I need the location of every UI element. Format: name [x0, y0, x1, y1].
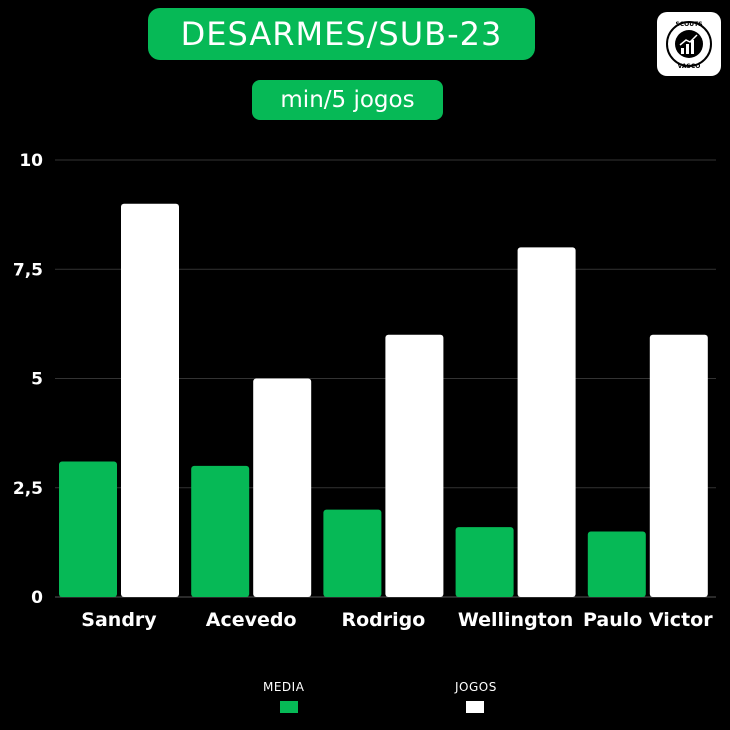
legend-label-jogos: JOGOS	[455, 680, 497, 694]
bar-media-wellington	[455, 527, 514, 597]
bar-media-sandry	[59, 461, 117, 597]
y-tick-label: 2,5	[13, 479, 43, 499]
x-tick-label: Rodrigo	[341, 609, 425, 631]
legend-label-media: MEDIA	[263, 680, 305, 694]
chart-subtitle: min/5 jogos	[252, 80, 443, 120]
logo-emblem-icon: SCOUTS VASCO	[666, 21, 712, 70]
scouts-vasco-logo: SCOUTS VASCO	[657, 12, 721, 76]
bar-jogos-rodrigo	[385, 334, 444, 597]
x-tick-label: Acevedo	[206, 609, 297, 631]
bar-jogos-acevedo	[253, 378, 312, 597]
chart-title: DESARMES/SUB-23	[148, 8, 535, 60]
x-tick-label: Paulo Victor	[583, 609, 713, 631]
legend-swatch-jogos	[466, 701, 484, 713]
logo-top-text: SCOUTS	[675, 21, 702, 28]
bar-media-acevedo	[191, 465, 250, 597]
legend-swatch-media	[280, 701, 298, 713]
bar-media-paulo-victor	[587, 531, 646, 597]
bar-jogos-sandry	[121, 203, 179, 597]
x-tick-label: Wellington	[458, 609, 574, 631]
bar-media-rodrigo	[323, 509, 382, 597]
y-tick-label: 5	[31, 370, 43, 390]
y-tick-label: 10	[19, 151, 43, 171]
x-tick-label: Sandry	[81, 609, 157, 631]
y-tick-label: 0	[31, 588, 43, 608]
bar-jogos-wellington	[517, 247, 576, 597]
bar-jogos-paulo-victor	[649, 334, 708, 597]
y-tick-label: 7,5	[13, 260, 43, 280]
logo-bottom-text: VASCO	[678, 63, 701, 70]
